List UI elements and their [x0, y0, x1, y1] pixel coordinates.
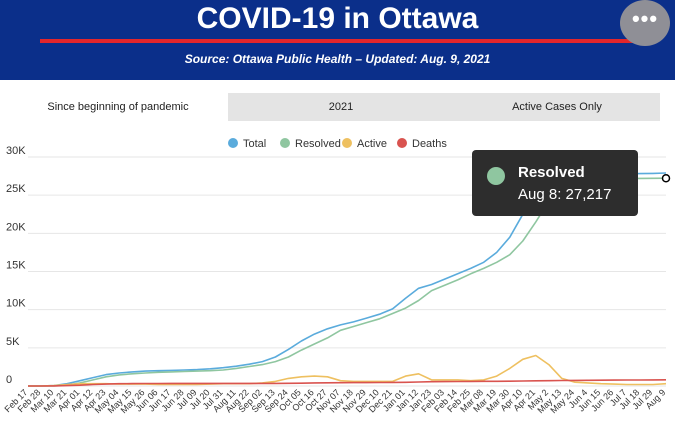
y-tick-label: 10K	[6, 298, 26, 310]
legend-label-active: Active	[357, 138, 387, 150]
hover-point-marker	[661, 173, 671, 183]
tooltip-value: Aug 8: 27,217	[518, 186, 612, 203]
tooltip-series-dot	[487, 167, 505, 185]
y-tick-label: 25K	[6, 183, 26, 195]
legend-label-resolved: Resolved	[295, 138, 341, 150]
series-line-deaths	[28, 379, 667, 387]
tab-2021[interactable]: 2021	[328, 101, 354, 113]
tooltip-series-name: Resolved	[518, 164, 585, 181]
page-title: COVID-19 in Ottawa	[196, 2, 479, 35]
y-tick-label: 5K	[6, 336, 20, 348]
chart-area: 0 5K 10K 15K 20K 25K 30K Feb 17 Feb 28 Mar 10 Mar …	[0, 125, 675, 423]
legend-swatch-deaths	[397, 138, 407, 148]
legend-swatch-total	[228, 138, 238, 148]
source-caption: Source: Ottawa Public Health – Updated: …	[184, 52, 491, 66]
legend-label-deaths: Deaths	[412, 138, 447, 150]
hover-tooltip: Resolved Aug 8: 27,217	[472, 150, 638, 216]
title-underline	[40, 39, 655, 43]
view-tabs: Since beginning of pandemic 2021 Active …	[8, 93, 660, 121]
tab-active-cases-only[interactable]: Active Cases Only	[512, 101, 602, 113]
chart-header: COVID-19 in Ottawa Source: Ottawa Public…	[0, 0, 675, 80]
legend-label-total: Total	[243, 138, 266, 150]
ellipsis-icon[interactable]: •••	[620, 0, 670, 46]
tab-since-beginning[interactable]: Since beginning of pandemic	[8, 93, 228, 121]
legend-swatch-active	[342, 138, 352, 148]
series-line-active	[28, 354, 667, 387]
y-tick-label: 15K	[6, 260, 26, 272]
legend-swatch-resolved	[280, 138, 290, 148]
y-tick-label: 20K	[6, 221, 26, 233]
y-tick-label: 0	[6, 374, 12, 386]
y-tick-label: 30K	[6, 145, 26, 157]
